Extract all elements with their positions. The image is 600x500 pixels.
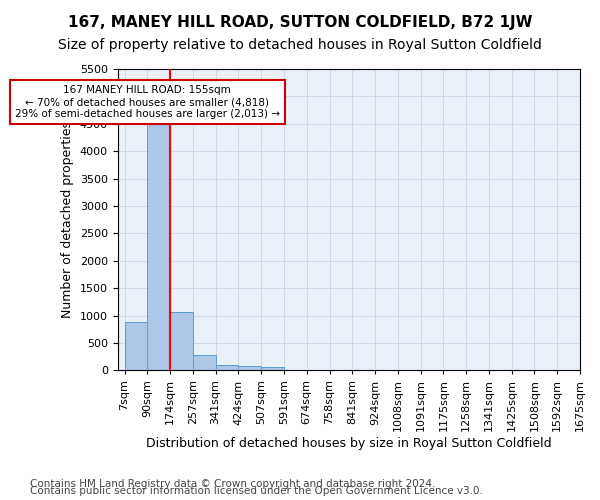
Text: 167, MANEY HILL ROAD, SUTTON COLDFIELD, B72 1JW: 167, MANEY HILL ROAD, SUTTON COLDFIELD, … [68,15,532,30]
Bar [261,368,284,370]
Bar [125,322,148,370]
X-axis label: Distribution of detached houses by size in Royal Sutton Coldfield: Distribution of detached houses by size … [146,437,551,450]
Bar [215,366,238,370]
Text: Contains HM Land Registry data © Crown copyright and database right 2024.: Contains HM Land Registry data © Crown c… [30,479,436,489]
Bar [193,355,215,370]
Text: Contains public sector information licensed under the Open Government Licence v3: Contains public sector information licen… [30,486,483,496]
Text: 167 MANEY HILL ROAD: 155sqm
← 70% of detached houses are smaller (4,818)
29% of : 167 MANEY HILL ROAD: 155sqm ← 70% of det… [15,86,280,118]
Text: Size of property relative to detached houses in Royal Sutton Coldfield: Size of property relative to detached ho… [58,38,542,52]
Bar [148,120,170,370]
Y-axis label: Number of detached properties: Number of detached properties [61,121,74,318]
Bar [238,366,261,370]
Bar [170,312,193,370]
